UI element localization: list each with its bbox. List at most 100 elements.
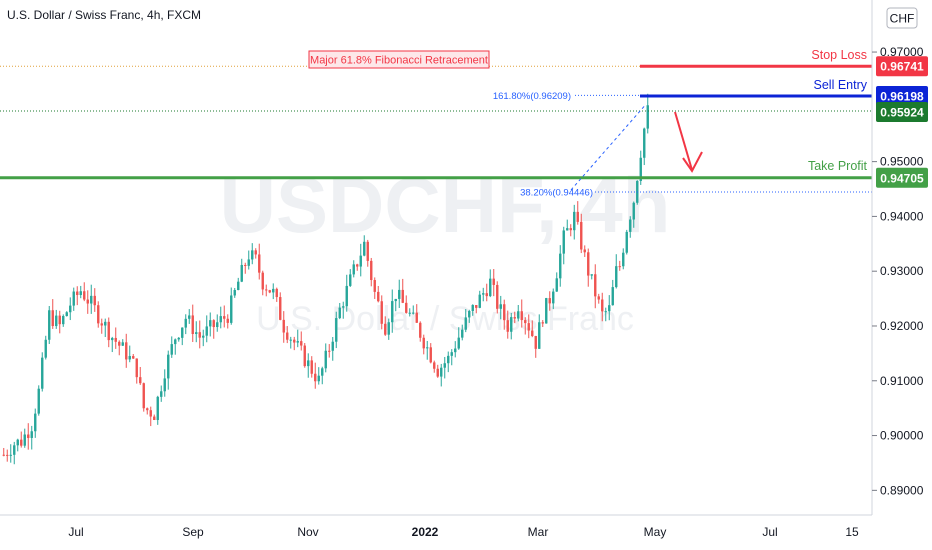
- candle-body: [440, 367, 443, 377]
- candle-body: [601, 299, 604, 312]
- candle-body: [303, 345, 306, 367]
- candle-body: [146, 408, 149, 411]
- candle-body: [191, 315, 194, 335]
- candle-body: [583, 249, 586, 253]
- axis-settings-button[interactable]: [876, 520, 928, 546]
- candle-body: [300, 341, 303, 346]
- candle-body: [142, 383, 145, 409]
- stop-loss-price-tag: 0.96741: [876, 56, 928, 77]
- y-tick-label: 0.89000: [880, 483, 924, 497]
- candle-body: [132, 356, 135, 359]
- fib-trend-line: [570, 105, 646, 191]
- candle-body: [230, 295, 233, 323]
- candle-body: [524, 320, 527, 324]
- candle-body: [139, 377, 142, 384]
- candle-body: [520, 311, 523, 321]
- take-profit-price-tag: 0.94705: [876, 167, 928, 188]
- candle-body: [513, 317, 516, 319]
- candle-body: [471, 305, 474, 312]
- candle-body: [443, 363, 446, 368]
- candle-body: [363, 241, 366, 256]
- current-price-tag: 0.95924: [876, 101, 928, 122]
- candle-body: [79, 291, 82, 296]
- y-tick-label: 0.95000: [880, 155, 924, 169]
- candle-body: [293, 339, 296, 343]
- candle-body: [261, 272, 264, 290]
- svg-text:0.96198: 0.96198: [880, 89, 924, 103]
- candle-body: [184, 318, 187, 328]
- candle-body: [307, 360, 310, 367]
- candle-body: [62, 315, 65, 325]
- candle-body: [156, 396, 159, 421]
- candle-body: [611, 287, 614, 306]
- candle-body: [212, 320, 215, 328]
- x-tick-nov: Nov: [297, 525, 318, 539]
- candle-body: [286, 332, 289, 340]
- candle-body: [405, 302, 408, 313]
- candle-body: [573, 211, 576, 231]
- candle-body: [111, 337, 114, 341]
- candle-body: [338, 307, 341, 319]
- candle-body: [240, 264, 243, 282]
- candle-body: [41, 357, 44, 389]
- candle-body: [282, 319, 285, 333]
- candle-body: [279, 297, 282, 320]
- candle-body: [205, 326, 208, 336]
- candle-body: [107, 321, 110, 341]
- candle-body: [461, 329, 464, 338]
- candle-body: [51, 310, 54, 327]
- candle-body: [646, 105, 649, 129]
- candle-body: [394, 298, 397, 302]
- candle-body: [58, 315, 61, 325]
- projection-arrow[interactable]: [674, 111, 703, 173]
- candle-body: [209, 320, 212, 327]
- candle-body: [359, 255, 362, 267]
- candle-body: [37, 388, 40, 414]
- fibonacci-annotation[interactable]: Major 61.8% Fibonacci Retracement: [308, 50, 490, 69]
- x-tick-jul-2: Jul: [762, 525, 777, 539]
- candle-body: [30, 431, 33, 438]
- candle-body: [370, 260, 373, 281]
- candle-body: [128, 356, 131, 360]
- candle-body: [625, 231, 628, 253]
- chart-title: U.S. Dollar / Swiss Franc, 4h, FXCM: [7, 8, 201, 22]
- candle-body: [590, 274, 593, 276]
- currency-label: CHF: [890, 12, 915, 26]
- candle-body: [597, 296, 600, 300]
- candle-body: [510, 317, 513, 332]
- candle-body: [254, 250, 257, 255]
- candle-body: [615, 266, 618, 288]
- candle-body: [538, 322, 541, 349]
- candle-body: [153, 416, 156, 421]
- candle-body: [562, 230, 565, 254]
- candle-body: [9, 454, 12, 456]
- candle-body: [517, 311, 520, 319]
- candle-body: [296, 341, 299, 343]
- candle-body: [345, 285, 348, 307]
- currency-badge[interactable]: CHF: [886, 7, 918, 29]
- candle-body: [83, 291, 86, 300]
- candle-body: [506, 320, 509, 332]
- candle-body: [27, 434, 30, 438]
- candle-body: [412, 312, 415, 314]
- candle-body: [415, 312, 418, 323]
- candle-body: [618, 266, 621, 268]
- watermark-name: U.S. Dollar / Swiss Franc: [256, 300, 634, 338]
- candle-body: [310, 360, 313, 374]
- x-tick-sep: Sep: [182, 525, 204, 539]
- candle-body: [216, 322, 219, 328]
- candle-body: [419, 322, 422, 338]
- candle-body: [492, 278, 495, 285]
- candle-body: [181, 327, 184, 338]
- candle-body: [377, 291, 380, 302]
- candle-body: [608, 305, 611, 312]
- candle-body: [527, 323, 530, 331]
- candle-body: [426, 347, 429, 349]
- candle-body: [226, 318, 229, 323]
- candle-body: [289, 339, 292, 341]
- candle-body: [314, 373, 317, 382]
- candle-body: [555, 278, 558, 292]
- candle-body: [44, 339, 47, 358]
- candle-body: [247, 259, 250, 266]
